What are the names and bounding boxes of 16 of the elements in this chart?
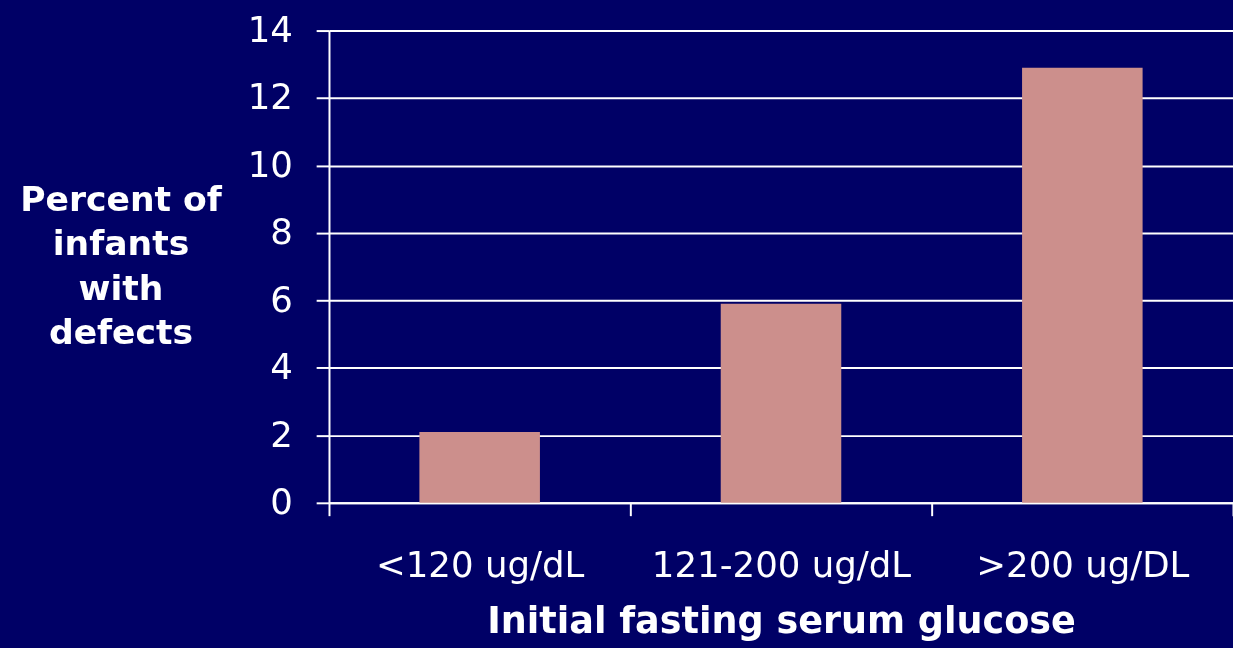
bar [1022, 67, 1143, 503]
y-tick-label: 10 [247, 143, 293, 185]
y-tick-label: 2 [270, 413, 293, 455]
y-axis-title: Percent of infants with defects [20, 178, 223, 353]
x-tick-label: >200 ug/DL [976, 544, 1190, 586]
x-tick-label: 121-200 ug/dL [651, 544, 912, 586]
bar [720, 303, 842, 503]
y-tick-label: 0 [270, 481, 293, 523]
y-tick-label: 12 [247, 76, 293, 118]
x-axis-title: Initial fasting serum glucose [487, 598, 1076, 642]
y-tick-label: 4 [270, 346, 293, 388]
y-tick-label: 14 [247, 8, 293, 50]
y-tick-label: 6 [270, 278, 293, 320]
bar [419, 431, 540, 503]
y-tick-label: 8 [270, 211, 293, 253]
x-tick-label: <120 ug/dL [375, 544, 585, 586]
